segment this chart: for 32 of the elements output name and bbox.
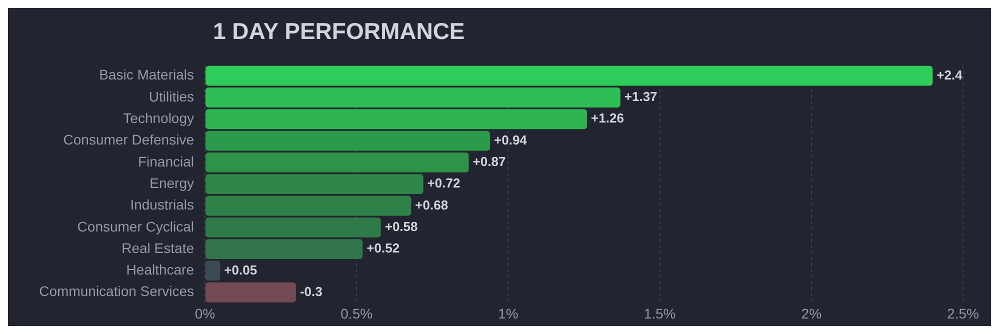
data-label: +0.58	[384, 218, 418, 234]
data-label: -0.3	[300, 284, 322, 299]
y-tick-label: Healthcare	[126, 262, 194, 278]
y-tick-label: Energy	[150, 174, 194, 191]
x-tick-label: 1%	[498, 305, 518, 322]
bar	[206, 66, 933, 86]
y-tick-label: Consumer Cyclical	[77, 218, 194, 234]
y-tick-label: Consumer Defensive	[63, 132, 194, 148]
data-label: +1.37	[624, 89, 658, 104]
x-tick-label: 2%	[801, 305, 822, 322]
data-label: +0.05	[224, 262, 258, 278]
y-tick-label: Utilities	[148, 88, 194, 104]
bar	[206, 196, 412, 216]
y-tick-label: Basic Materials	[99, 66, 194, 83]
x-tick-label: 2.5%	[947, 305, 979, 322]
y-tick-label: Financial	[138, 153, 194, 170]
x-tick-label: 0.5%	[340, 305, 373, 322]
x-tick-label: 1.5%	[644, 305, 676, 322]
data-label: +0.52	[366, 240, 400, 256]
y-tick-label: Industrials	[130, 196, 194, 213]
x-tick-label: 0%	[194, 305, 216, 322]
data-label: +0.94	[494, 132, 528, 148]
y-tick-label: Real Estate	[122, 240, 194, 256]
data-label: +0.72	[427, 176, 460, 191]
bar	[206, 282, 296, 302]
data-label: +2.4	[936, 67, 964, 82]
data-label: +0.87	[472, 154, 506, 170]
y-tick-label: Communication Services	[39, 283, 194, 300]
y-tick-label: Technology	[123, 110, 194, 126]
data-label: +1.26	[591, 110, 624, 126]
chart-title: 1 DAY PERFORMANCE	[213, 18, 465, 45]
data-label: +0.68	[415, 197, 448, 212]
